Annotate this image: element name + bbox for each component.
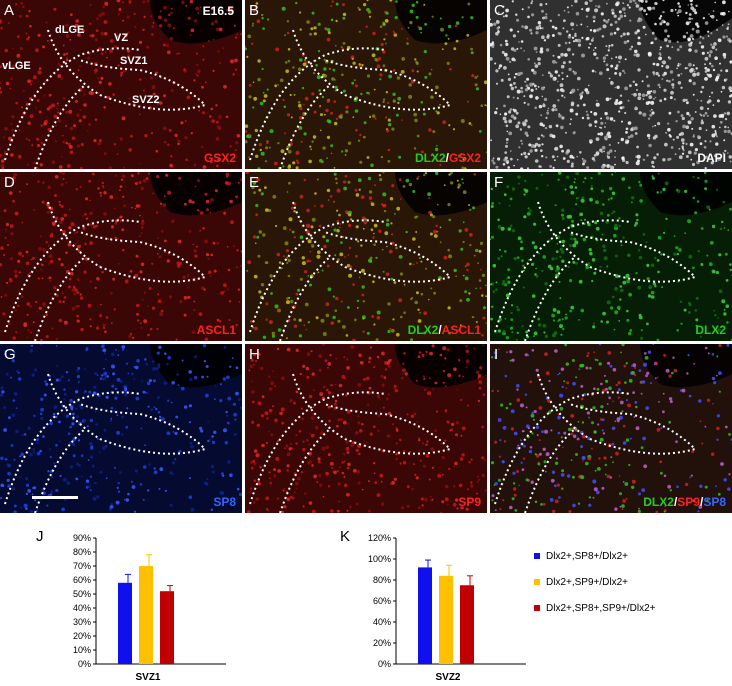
panel-letter: F <box>494 174 504 191</box>
chart-letter-k: K <box>340 528 351 545</box>
bar <box>139 566 153 664</box>
tissue-image <box>490 172 732 341</box>
bar <box>460 585 474 664</box>
tissue-image <box>490 0 732 169</box>
bar <box>418 567 432 664</box>
y-tick-label: 20% <box>373 638 391 648</box>
panel-letter: G <box>4 346 16 363</box>
legend-label: Dlx2+,SP9+/Dlx2+ <box>546 576 628 588</box>
panel-letter: E <box>249 174 260 191</box>
bar-chart-svz2: 0% 20% 40% 60% 80% 100% 120% SVZ2 <box>368 533 526 682</box>
y-tick-label: 0% <box>378 659 391 669</box>
micrograph-panel-g: G SP8 <box>0 344 242 513</box>
region-label-svz2: SVZ2 <box>132 94 160 106</box>
micrograph-panel-a: A GSX2 dLGE VZ vLGE SVZ1 SVZ2 E16.5 <box>0 0 242 169</box>
panel-letter: D <box>4 174 15 191</box>
bar <box>118 582 132 664</box>
chart-legend: Dlx2+,SP8+/Dlx2+ Dlx2+,SP9+/Dlx2+ Dlx2+,SP… <box>534 543 656 621</box>
y-tick-label: 100% <box>368 554 391 564</box>
y-tick-label: 30% <box>73 617 91 627</box>
panel-letter: C <box>494 2 505 19</box>
y-tick-label: 70% <box>73 561 91 571</box>
micrograph-panel-e: E DLX2/ASCL1 <box>245 172 487 341</box>
stain-label: DLX2 <box>695 323 726 337</box>
panel-letter: H <box>249 346 260 363</box>
y-tick-label: 90% <box>73 533 91 543</box>
stain-label: GSX2 <box>203 151 236 165</box>
y-tick-label: 40% <box>73 603 91 613</box>
chart-letter-j: J <box>36 528 44 545</box>
bar-chart-svz1: 0% 10% 20% 30% 40% 50% 60% 70% 80% 90% SVZ1 <box>73 533 226 682</box>
tissue-image <box>0 344 242 513</box>
stain-label: DLX2/SP9/SP8 <box>643 495 726 509</box>
y-tick-label: 10% <box>73 645 91 655</box>
legend-label: Dlx2+,SP8+/Dlx2+ <box>546 550 628 562</box>
panel-letter: A <box>4 2 15 19</box>
region-label-dlge: dLGE <box>55 24 85 36</box>
legend-swatch <box>534 579 540 585</box>
micrograph-panel-h: H SP9 <box>245 344 487 513</box>
region-label-vlge: vLGE <box>2 60 31 72</box>
panel-letter: B <box>249 2 260 19</box>
tissue-image <box>0 172 242 341</box>
stain-label: SP8 <box>213 495 236 509</box>
y-tick-label: 60% <box>73 575 91 585</box>
region-label-vz: VZ <box>114 32 129 44</box>
tissue-image <box>0 0 242 169</box>
y-tick-label: 80% <box>373 575 391 585</box>
tissue-image <box>245 344 487 513</box>
stain-label: DLX2/GSX2 <box>414 151 481 165</box>
y-tick-label: 40% <box>373 617 391 627</box>
stain-label: ASCL1 <box>196 323 236 337</box>
micrograph-panel-b: B DLX2/GSX2 <box>245 0 487 169</box>
micrograph-panel-i: I DLX2/SP9/SP8 <box>490 344 732 513</box>
legend-item: Dlx2+,SP9+/Dlx2+ <box>534 569 656 595</box>
panel-letter: I <box>494 346 499 363</box>
legend-item: Dlx2+,SP8+/Dlx2+ <box>534 543 656 569</box>
region-label-svz1: SVZ1 <box>120 55 148 67</box>
stain-label: DLX2/ASCL1 <box>407 323 481 337</box>
legend-swatch <box>534 553 540 559</box>
x-axis-label: SVZ1 <box>135 672 160 682</box>
bar <box>160 591 174 664</box>
y-tick-label: 60% <box>373 596 391 606</box>
stain-label: DAPI <box>697 151 726 165</box>
micrograph-panel-c: C DAPI <box>490 0 732 169</box>
micrograph-panel-d: D ASCL1 <box>0 172 242 341</box>
tissue-image <box>245 0 487 169</box>
legend-item: Dlx2+,SP8+,SP9+/Dlx2+ <box>534 595 656 621</box>
legend-label: Dlx2+,SP8+,SP9+/Dlx2+ <box>546 602 656 614</box>
x-axis-label: SVZ2 <box>435 672 460 682</box>
y-tick-label: 20% <box>73 631 91 641</box>
y-tick-label: 0% <box>78 659 91 669</box>
stage-label: E16.5 <box>202 4 234 18</box>
micrograph-grid: A GSX2 dLGE VZ vLGE SVZ1 SVZ2 E16.5 B DLX2/GSX2 C D… <box>0 0 732 513</box>
bar <box>439 575 453 664</box>
micrograph-panel-f: F DLX2 <box>490 172 732 341</box>
tissue-image <box>245 172 487 341</box>
y-tick-label: 50% <box>73 589 91 599</box>
stain-label: SP9 <box>458 495 481 509</box>
tissue-image <box>490 344 732 513</box>
scale-bar <box>32 496 78 499</box>
y-tick-label: 120% <box>368 533 391 543</box>
y-tick-label: 80% <box>73 547 91 557</box>
legend-swatch <box>534 605 540 611</box>
